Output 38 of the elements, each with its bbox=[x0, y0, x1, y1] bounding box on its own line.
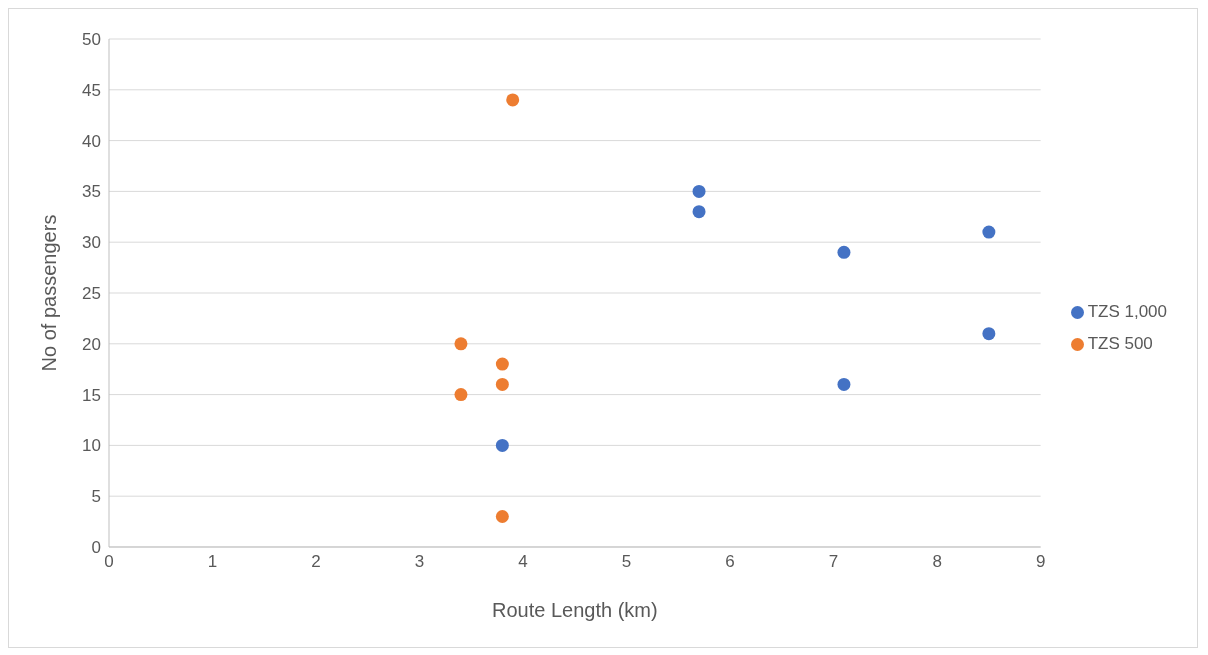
y-tick-label: 45 bbox=[82, 80, 101, 100]
y-tick-label: 20 bbox=[82, 334, 101, 354]
point bbox=[982, 327, 996, 341]
point bbox=[495, 377, 509, 391]
x-tick-label: 6 bbox=[725, 552, 735, 572]
point bbox=[982, 225, 996, 239]
y-tick-label: 0 bbox=[91, 538, 101, 558]
y-tick-label: 30 bbox=[82, 233, 101, 253]
legend-label: TZS 500 bbox=[1087, 334, 1153, 353]
x-tick-label: 1 bbox=[207, 552, 218, 572]
x-tick-label: 5 bbox=[621, 552, 632, 572]
y-tick-label: 35 bbox=[82, 182, 101, 202]
point bbox=[454, 388, 468, 402]
point bbox=[495, 357, 509, 371]
point bbox=[692, 205, 706, 219]
x-tick-label: 2 bbox=[311, 552, 321, 572]
y-tick-label: 15 bbox=[82, 385, 101, 405]
point bbox=[454, 337, 468, 351]
y-tick-label: 25 bbox=[82, 284, 101, 304]
x-axis-title: Route Length (km) bbox=[491, 599, 658, 621]
y-tick-label: 50 bbox=[82, 30, 101, 50]
x-tick-label: 8 bbox=[932, 552, 942, 572]
point bbox=[837, 377, 851, 391]
x-tick-label: 9 bbox=[1035, 552, 1046, 572]
y-axis-title: No of passengers bbox=[38, 214, 61, 372]
y-tick-label: 5 bbox=[91, 487, 101, 507]
point bbox=[495, 438, 509, 452]
x-tick-label: 3 bbox=[414, 552, 425, 572]
point bbox=[692, 184, 706, 198]
x-tick-label: 0 bbox=[104, 552, 114, 572]
point bbox=[837, 245, 851, 259]
x-tick-label: 7 bbox=[828, 552, 839, 572]
x-tick-label: 4 bbox=[518, 552, 528, 572]
y-tick-label: 10 bbox=[82, 436, 101, 456]
legend-label: TZS 1,000 bbox=[1087, 302, 1167, 321]
point bbox=[495, 510, 509, 524]
y-tick-label: 40 bbox=[82, 131, 101, 151]
point bbox=[506, 93, 520, 107]
